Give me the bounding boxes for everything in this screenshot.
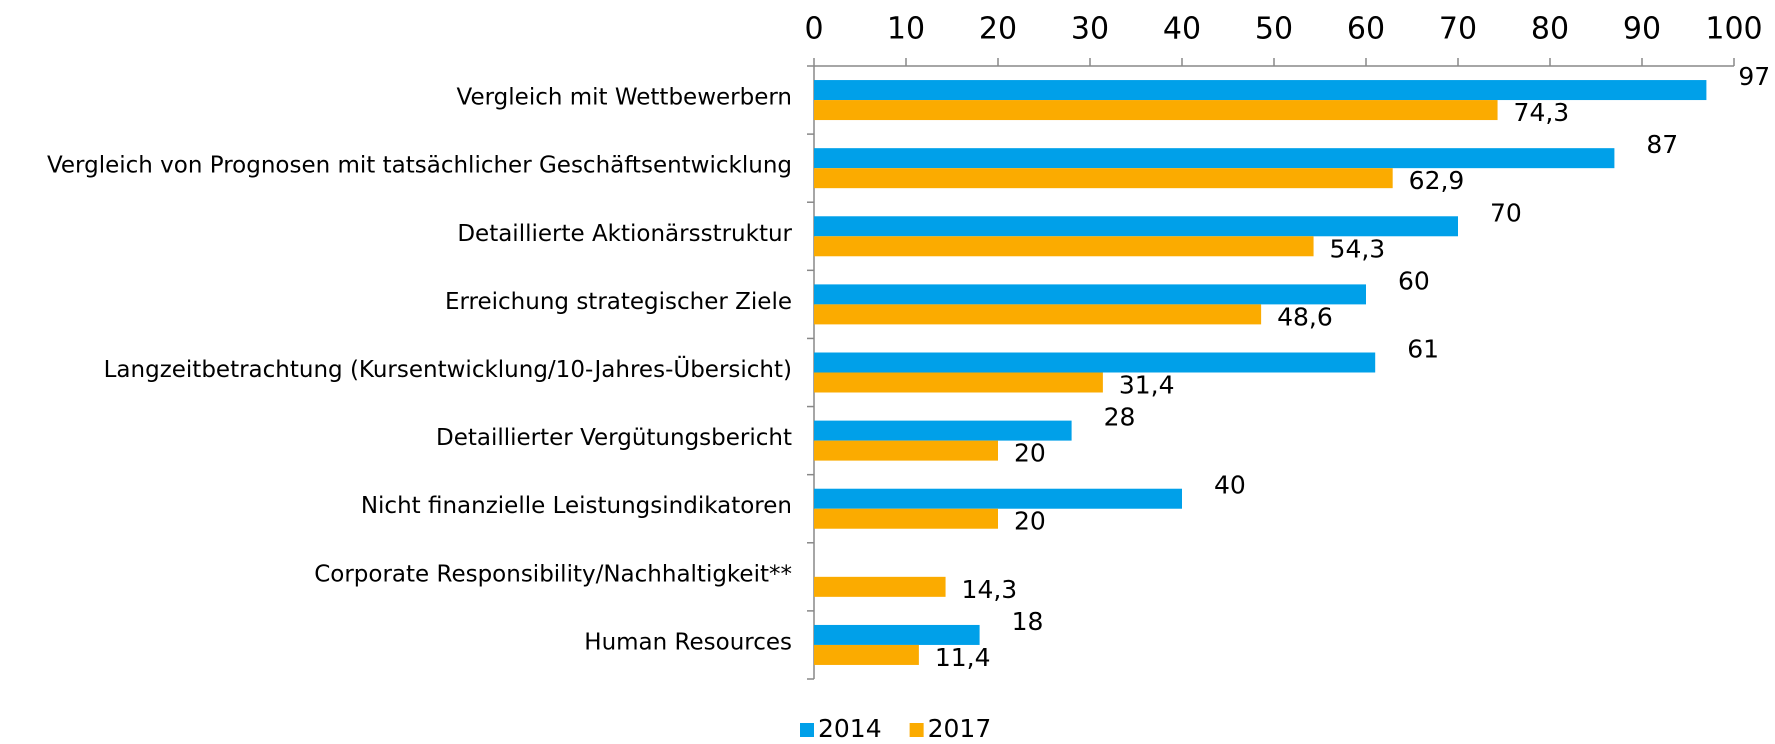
bar — [814, 216, 1458, 237]
bar — [814, 148, 1615, 169]
category-label: Langzeitbetrachtung (Kursentwicklung/10-… — [104, 355, 792, 383]
bar — [814, 420, 1072, 441]
value-label: 97 — [1738, 62, 1770, 91]
legend-label: 2014 — [818, 714, 882, 740]
value-label: 14,3 — [962, 575, 1018, 604]
category-label: Nicht finanzielle Leistungsindikatoren — [361, 493, 792, 519]
value-label: 60 — [1398, 266, 1430, 295]
x-tick-label: 90 — [1623, 12, 1661, 47]
x-tick-label: 100 — [1705, 12, 1762, 47]
x-tick-label: 80 — [1531, 12, 1569, 47]
bar — [814, 644, 919, 665]
value-label: 31,4 — [1119, 371, 1175, 400]
value-label: 74,3 — [1514, 98, 1570, 127]
value-label: 54,3 — [1330, 234, 1386, 263]
bar — [814, 236, 1314, 257]
x-tick-label: 70 — [1439, 12, 1477, 47]
category-label: Erreichung strategischer Ziele — [445, 289, 792, 315]
category-label: Human Resources — [584, 629, 792, 655]
bar — [814, 168, 1393, 189]
value-label: 20 — [1014, 507, 1046, 536]
bar — [814, 352, 1376, 373]
bar — [814, 284, 1366, 305]
value-label: 28 — [1104, 403, 1136, 432]
x-tick-label: 10 — [887, 12, 925, 47]
bar — [814, 508, 998, 529]
legend-swatch — [909, 723, 924, 737]
x-tick-label: 40 — [1163, 12, 1201, 47]
value-label: 20 — [1014, 439, 1046, 468]
legend-swatch — [800, 723, 814, 737]
category-label: Vergleich mit Wettbewerbern — [457, 85, 792, 111]
value-label: 18 — [1012, 607, 1044, 636]
bar — [814, 624, 980, 645]
bar — [814, 440, 998, 461]
x-tick-label: 60 — [1347, 12, 1385, 47]
bar — [814, 304, 1262, 325]
bar — [814, 80, 1707, 101]
value-label: 70 — [1490, 198, 1522, 227]
bar — [814, 372, 1103, 393]
value-label: 48,6 — [1277, 302, 1333, 331]
value-label: 87 — [1646, 130, 1678, 159]
x-tick-label: 30 — [1071, 12, 1109, 47]
x-tick-label: 0 — [804, 12, 823, 47]
value-label: 61 — [1407, 335, 1439, 364]
value-label: 40 — [1214, 471, 1246, 500]
value-label: 11,4 — [935, 643, 991, 672]
category-label: Corporate Responsibility/Nachhaltigkeit*… — [314, 561, 792, 587]
bar — [814, 576, 946, 597]
category-label: Detaillierte Aktionärsstruktur — [457, 221, 792, 247]
x-tick-label: 50 — [1255, 12, 1293, 47]
legend-label: 2017 — [928, 714, 992, 740]
value-label: 62,9 — [1409, 166, 1465, 195]
bar — [814, 100, 1498, 121]
category-label: Detaillierter Vergütungsbericht — [436, 425, 792, 451]
category-label: Vergleich von Prognosen mit tatsächliche… — [47, 153, 792, 179]
x-tick-label: 20 — [979, 12, 1017, 47]
bar — [814, 488, 1182, 509]
